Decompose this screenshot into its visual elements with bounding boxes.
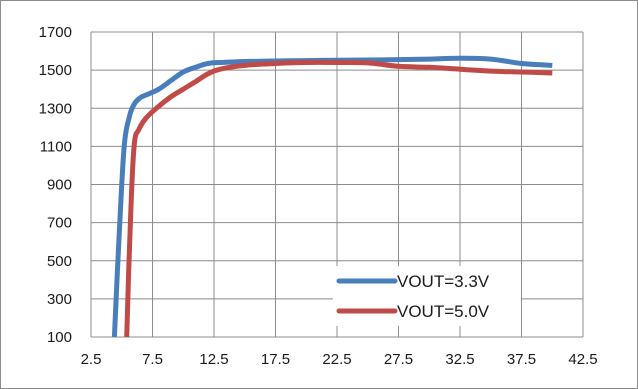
y-tick-label: 500 [47, 253, 72, 270]
x-tick-label: 7.5 [142, 351, 163, 368]
y-tick-label: 900 [47, 177, 72, 194]
legend-background [333, 266, 521, 326]
x-tick-label: 2.5 [81, 351, 102, 368]
legend-label-vout-5-0v: VOUT=5.0V [397, 302, 490, 321]
x-tick-label: 22.5 [322, 351, 351, 368]
x-tick-label: 17.5 [261, 351, 290, 368]
x-axis-ticks: 2.5 7.5 12.5 17.5 22.5 27.5 32.5 37.5 42.5 [81, 351, 598, 368]
y-tick-label: 1300 [39, 100, 72, 117]
legend-label-vout-3-3v: VOUT=3.3V [397, 272, 490, 291]
series-line-vout-3-3v [111, 55, 553, 338]
y-tick-label: 1500 [39, 62, 72, 79]
y-axis-ticks: 1700 1500 1300 1100 900 700 500 300 100 [39, 24, 72, 346]
x-tick-label: 32.5 [445, 351, 474, 368]
legend: VOUT=3.3V VOUT=5.0V [333, 266, 521, 326]
x-tick-label: 12.5 [199, 351, 228, 368]
y-tick-label: 1100 [40, 138, 72, 155]
y-tick-label: 100 [47, 329, 72, 346]
x-tick-label: 42.5 [568, 351, 597, 368]
series-lines [111, 55, 553, 338]
x-tick-label: 37.5 [507, 351, 536, 368]
y-tick-label: 700 [47, 215, 72, 232]
x-tick-label: 27.5 [384, 351, 413, 368]
series-line-vout-5-0v [124, 59, 553, 338]
y-tick-label: 1700 [39, 24, 72, 41]
y-tick-label: 300 [47, 291, 72, 308]
